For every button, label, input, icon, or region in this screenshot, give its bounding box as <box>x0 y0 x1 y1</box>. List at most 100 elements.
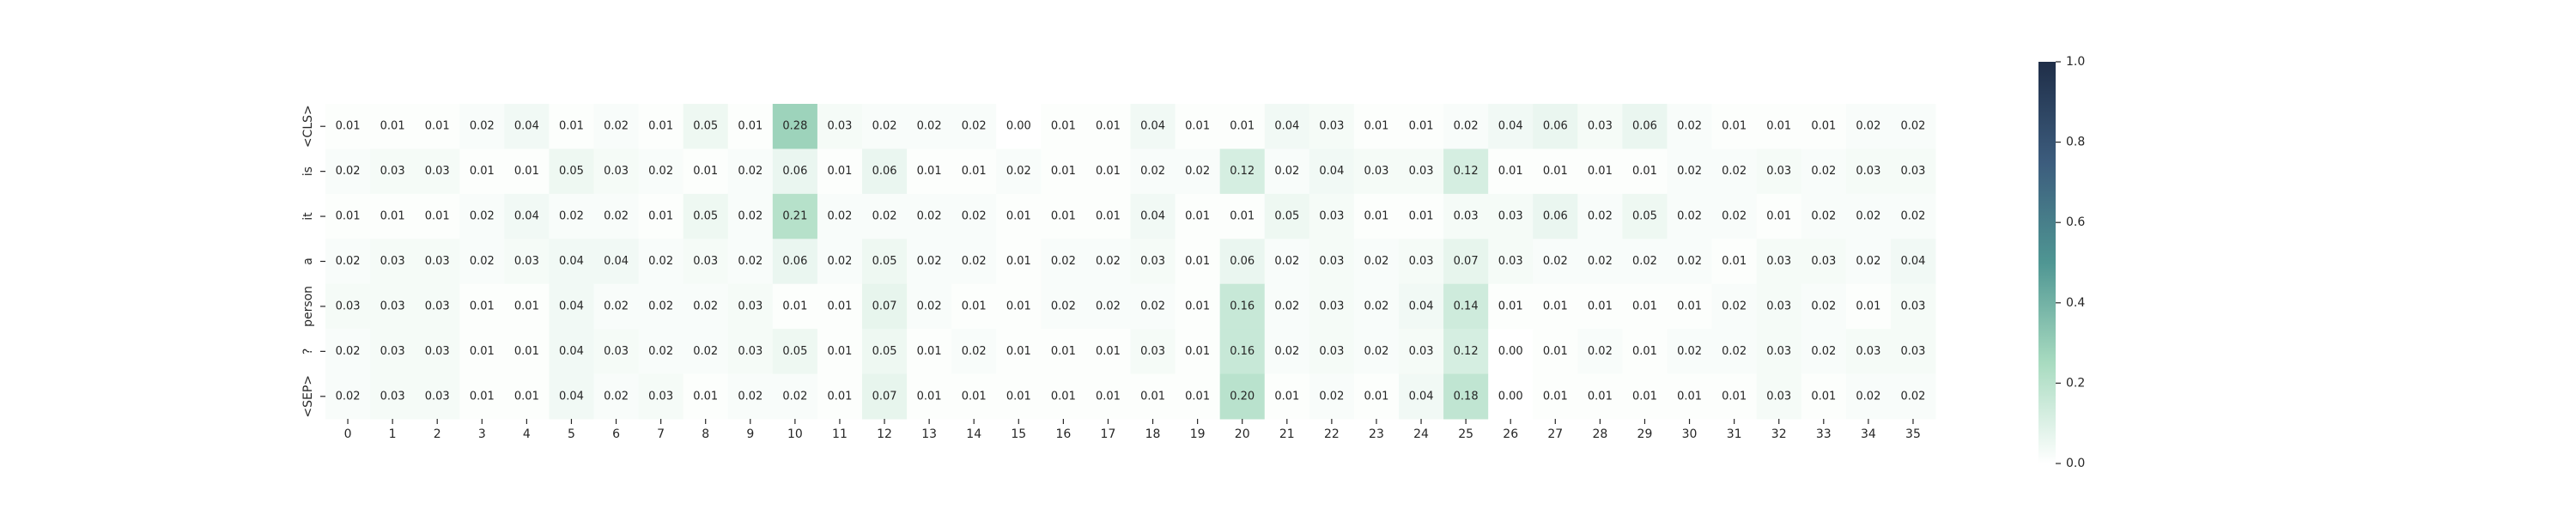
heatmap-cell <box>1264 193 1310 239</box>
heatmap-cell-value: 0.01 <box>738 120 762 133</box>
heatmap-cell-value: 0.02 <box>1051 300 1076 312</box>
heatmap-cell <box>727 329 774 375</box>
heatmap-cell <box>727 373 774 420</box>
heatmap-cell-value: 0.01 <box>1185 120 1210 133</box>
x-axis-tick-label: 19 <box>1190 427 1206 441</box>
x-axis: 0 1 2 3 4 5 6 7 8 9 10 11 12 13 14 15 16 17 18 19 20 21 22 23 24… <box>344 419 1921 441</box>
heatmap-cell <box>504 104 550 149</box>
heatmap-cell <box>907 148 952 195</box>
heatmap-cell-value: 0.03 <box>425 165 450 178</box>
heatmap-cell-value: 0.21 <box>782 210 807 223</box>
heatmap-cell-value: 0.02 <box>1856 255 1880 268</box>
heatmap-cell <box>370 373 416 420</box>
heatmap-cell <box>549 193 594 239</box>
heatmap-cell-value: 0.02 <box>336 165 361 178</box>
heatmap-cell-value: 0.04 <box>1140 210 1165 223</box>
heatmap-cell <box>1130 148 1176 195</box>
heatmap-cell <box>325 329 371 375</box>
heatmap-cell-value: 0.03 <box>514 255 539 268</box>
heatmap-cell-value: 0.03 <box>827 120 852 133</box>
heatmap-cell <box>996 193 1042 239</box>
heatmap-cell <box>1264 104 1310 149</box>
x-axis-tick-label: 17 <box>1101 427 1116 441</box>
heatmap-cell-value: 0.01 <box>1632 300 1657 312</box>
heatmap-cell <box>593 283 640 330</box>
x-axis-tick-label: 6 <box>612 427 620 441</box>
heatmap-cell-value: 0.07 <box>1454 255 1479 268</box>
x-axis-tick-label: 34 <box>1861 427 1876 441</box>
heatmap-cell <box>996 104 1042 149</box>
heatmap-cell-value: 0.02 <box>1274 255 1299 268</box>
heatmap-cell-value: 0.04 <box>1900 255 1925 268</box>
heatmap-cell-value: 0.02 <box>1856 390 1880 403</box>
colorbar-ticks: 0.0 0.2 0.4 0.6 0.8 1.0 <box>2056 55 2085 470</box>
heatmap-cell <box>1085 329 1131 375</box>
heatmap-cell <box>772 329 818 375</box>
x-axis-tick-label: 30 <box>1682 427 1698 441</box>
heatmap-cell-value: 0.04 <box>559 300 584 312</box>
heatmap-cell <box>325 104 371 149</box>
heatmap-cell-value: 0.01 <box>1632 165 1657 178</box>
heatmap-cell <box>951 283 997 330</box>
heatmap-cell-value: 0.01 <box>1140 390 1165 403</box>
heatmap-cell <box>325 239 371 285</box>
heatmap-cell-value: 0.03 <box>1409 345 1434 358</box>
heatmap-cell <box>1533 329 1578 375</box>
heatmap-cell-value: 0.03 <box>1811 255 1836 268</box>
heatmap-cell-value: 0.01 <box>1006 390 1031 403</box>
heatmap-cell-value: 0.03 <box>336 300 361 312</box>
heatmap-cell-value: 0.02 <box>738 165 762 178</box>
heatmap-cell-value: 0.01 <box>380 120 405 133</box>
heatmap-cell <box>1443 104 1489 149</box>
heatmap-cell-value: 0.02 <box>1811 165 1836 178</box>
heatmap-cell <box>1845 373 1892 420</box>
heatmap-cell-value: 0.03 <box>1140 255 1165 268</box>
heatmap-cell <box>951 373 997 420</box>
heatmap-cell <box>1845 239 1892 285</box>
colorbar-tick-label: 0.0 <box>2066 457 2085 470</box>
heatmap-cell-value: 0.02 <box>782 390 807 403</box>
heatmap-cell <box>1353 373 1400 420</box>
heatmap-cell <box>1399 193 1444 239</box>
heatmap-cell <box>1264 373 1310 420</box>
heatmap-cell <box>549 329 594 375</box>
heatmap-cell <box>1264 283 1310 330</box>
heatmap-cell-value: 0.02 <box>827 210 852 223</box>
heatmap-cell-value: 0.01 <box>693 390 718 403</box>
heatmap-cell <box>638 239 684 285</box>
heatmap-cell-value: 0.02 <box>470 120 495 133</box>
heatmap-cell <box>459 329 505 375</box>
heatmap-cell-value: 0.02 <box>1364 300 1388 312</box>
x-axis-tick-label: 14 <box>966 427 981 441</box>
heatmap-cell-value: 0.01 <box>1543 300 1568 312</box>
heatmap-cell <box>1488 373 1534 420</box>
heatmap-cell <box>1041 104 1086 149</box>
heatmap-cell-value: 0.03 <box>1409 165 1434 178</box>
heatmap-cell-value: 0.01 <box>1051 210 1076 223</box>
heatmap-cell <box>1085 104 1131 149</box>
heatmap-cell-value: 0.02 <box>1900 120 1925 133</box>
heatmap-cell <box>638 283 684 330</box>
heatmap-cell <box>1577 329 1623 375</box>
colorbar-tick-label: 0.6 <box>2066 215 2085 229</box>
heatmap-cell <box>1533 104 1578 149</box>
heatmap-cell <box>1130 104 1176 149</box>
heatmap-cell <box>370 148 416 195</box>
y-axis-tick-label: ? <box>301 348 315 354</box>
x-axis-tick-label: 7 <box>657 427 665 441</box>
heatmap-cell-value: 0.02 <box>693 300 718 312</box>
heatmap-cell <box>817 193 863 239</box>
heatmap-cell-value: 0.02 <box>470 210 495 223</box>
heatmap-cell-value: 0.02 <box>917 210 942 223</box>
heatmap-cell <box>1443 373 1489 420</box>
heatmap-cell-value: 0.01 <box>1856 300 1880 312</box>
heatmap-cell <box>638 329 684 375</box>
heatmap-cell <box>549 373 594 420</box>
heatmap-cell <box>772 148 818 195</box>
heatmap-cell <box>1711 104 1758 149</box>
heatmap-cell <box>907 283 952 330</box>
heatmap-cell-value: 0.02 <box>1274 300 1299 312</box>
heatmap-cell-value: 0.06 <box>782 165 807 178</box>
heatmap-cell-value: 0.02 <box>559 210 584 223</box>
y-axis-tick-label: <SEP> <box>301 375 315 418</box>
